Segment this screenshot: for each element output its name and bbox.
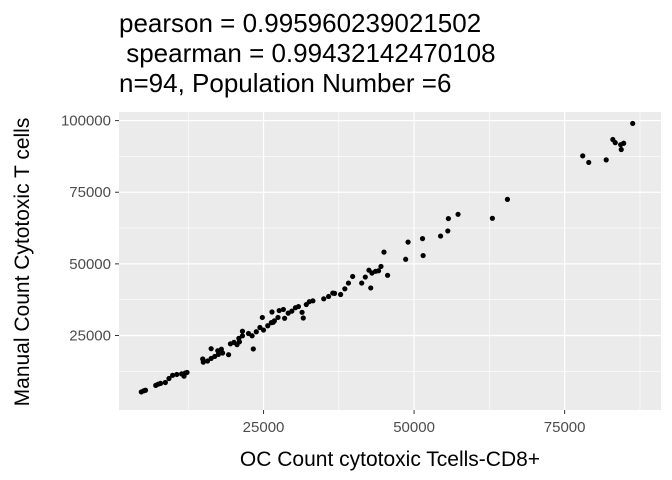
scatter-point [260, 327, 267, 333]
scatter-point [200, 356, 206, 362]
scatter-point [276, 307, 282, 314]
scatter-point [239, 328, 246, 334]
scatter-point [295, 303, 302, 310]
scatter-point [331, 290, 338, 296]
scatter-point [378, 263, 384, 270]
scatter-point [630, 120, 636, 127]
scatter-point [455, 211, 461, 217]
scatter-point [226, 352, 232, 358]
scatter-point [445, 228, 451, 234]
scatter-point [325, 293, 332, 300]
title-line-spearman: spearman = 0.99432142470108 [119, 38, 496, 68]
scatter-point [621, 140, 627, 146]
scatter-point [236, 335, 242, 341]
scatter-point [618, 146, 624, 153]
scatter-point [250, 346, 256, 352]
scatter-point [162, 379, 168, 386]
scatter-point [270, 319, 276, 325]
scatter-point [345, 280, 352, 286]
scatter-point [310, 298, 316, 304]
scatter-point [489, 215, 495, 221]
scatter-point [603, 157, 609, 163]
scatter-point [157, 380, 164, 386]
scatter-point [208, 346, 214, 352]
y-tick-label: 100000 [61, 113, 111, 130]
scatter-point [218, 346, 224, 352]
scatter-point [359, 280, 365, 286]
y-tick-label: 50000 [69, 256, 111, 273]
scatter-point [257, 324, 263, 331]
scatter-point [384, 272, 391, 278]
scatter-point [174, 371, 180, 378]
scatter-point [265, 323, 271, 329]
scatter-point [204, 358, 211, 364]
scatter-point [403, 256, 409, 262]
x-axis-title: OC Count cytotoxic Tcells-CD8+ [240, 448, 540, 471]
title-line-sample-size: n=94, Population Number =6 [119, 68, 452, 98]
scatter-point [300, 315, 306, 321]
scatter-point [612, 140, 618, 146]
x-axis-ticks: 25000 50000 75000 [243, 410, 586, 436]
scatter-point [321, 296, 327, 302]
y-axis-title: Manual Count Cytotoxic T cells [11, 118, 34, 407]
scatter-point [437, 233, 444, 239]
scatter-point [275, 314, 281, 321]
scatter-point [269, 309, 275, 315]
y-axis-ticks: 25000 50000 75000 100000 [61, 113, 119, 345]
scatter-point [586, 159, 592, 166]
scatter-point [375, 268, 382, 274]
x-tick-label: 75000 [544, 419, 586, 436]
scatter-point [368, 285, 374, 291]
title-line-pearson: pearson = 0.995960239021502 [119, 8, 482, 38]
scatter-point [259, 314, 265, 321]
scatter-point [239, 333, 246, 339]
x-tick-label: 25000 [243, 419, 285, 436]
scatter-point [169, 372, 176, 378]
scatter-point [249, 333, 255, 339]
scatter-point [350, 273, 356, 280]
scatter-point [166, 375, 172, 382]
scatter-point [253, 329, 259, 335]
scatter-point [419, 236, 426, 242]
minor-gridlines [119, 112, 661, 410]
scatter-point [580, 153, 586, 159]
scatter-point [405, 239, 411, 245]
scatter-point [420, 252, 426, 259]
scatter-point [445, 215, 452, 222]
scatter-point [280, 306, 287, 313]
major-gridlines [119, 112, 661, 410]
y-tick-label: 25000 [69, 328, 111, 345]
scatter-point [181, 373, 187, 379]
scatter-point [289, 308, 295, 314]
scatter-point [299, 309, 305, 315]
scatter-point [381, 249, 387, 255]
scatter-point [362, 274, 368, 280]
y-tick-label: 75000 [69, 184, 111, 201]
scatter-point [142, 387, 149, 393]
scatter-point [504, 196, 511, 202]
chart-title: pearson = 0.995960239021502 spearman = 0… [119, 8, 659, 98]
x-tick-label: 50000 [393, 419, 435, 436]
scatter-point [184, 369, 190, 376]
scatter-point [282, 315, 288, 321]
scatter-point [342, 286, 348, 292]
scatter-point [338, 291, 344, 298]
data-points [138, 120, 636, 395]
